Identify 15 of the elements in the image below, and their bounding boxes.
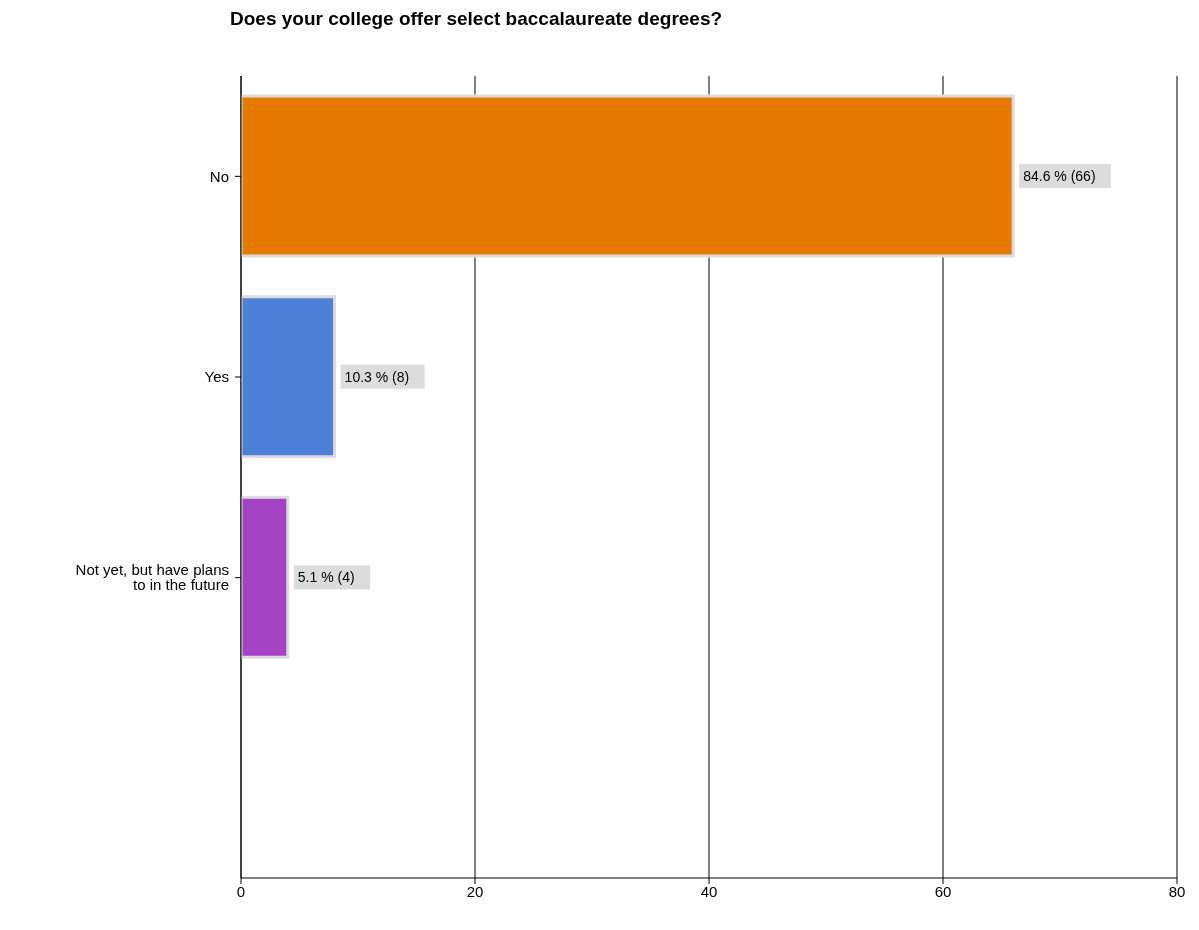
bar xyxy=(241,295,337,459)
y-tick-label: Not yet, but have plans to in the future xyxy=(75,561,229,594)
bar xyxy=(241,495,290,659)
x-tick-label: 40 xyxy=(700,882,718,900)
x-tick-label: 60 xyxy=(934,882,952,900)
x-tick-label: 80 xyxy=(1168,882,1186,900)
x-tick-label: 20 xyxy=(466,882,484,900)
y-tick-label: Yes xyxy=(204,368,229,386)
data-label: 84.6 % (66) xyxy=(1023,168,1096,184)
data-label: 10.3 % (8) xyxy=(344,368,410,385)
x-tick-label: 0 xyxy=(236,882,246,900)
chart-title: Does your college offer select baccalaureate degrees? xyxy=(230,8,724,31)
bar xyxy=(241,94,1015,258)
y-tick-label: No xyxy=(209,167,229,185)
data-label: 5.1 % (4) xyxy=(297,569,355,586)
